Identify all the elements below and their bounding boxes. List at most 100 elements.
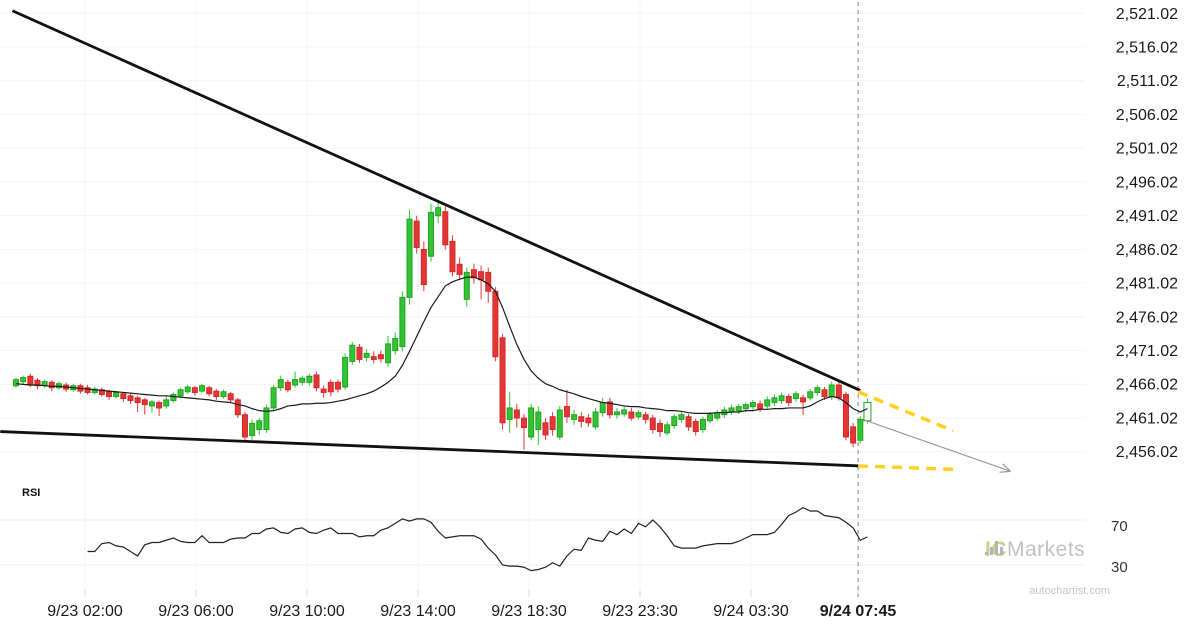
candle-body <box>256 420 263 431</box>
candle-body <box>234 399 241 416</box>
candle-body <box>184 386 191 393</box>
candle-body <box>420 248 427 286</box>
candle-body <box>442 211 449 246</box>
candle-body <box>284 381 291 391</box>
candle-body <box>349 344 356 362</box>
candle-body <box>392 337 399 352</box>
candle-body <box>649 417 656 431</box>
candle-body <box>535 411 542 431</box>
candle-body <box>134 397 141 404</box>
candle-body <box>635 412 642 418</box>
time-axis-label: 9/23 10:00 <box>269 603 345 620</box>
candle-body <box>800 397 807 403</box>
candle-body <box>778 395 785 402</box>
time-axis-label: 9/23 18:30 <box>491 603 567 620</box>
candle-body <box>98 389 105 395</box>
candle-body <box>213 390 220 397</box>
candle-body <box>163 399 170 407</box>
ma-line <box>15 276 868 414</box>
candle-body <box>342 356 349 388</box>
candle-body <box>191 387 198 393</box>
candle-body <box>814 387 821 393</box>
candle-body <box>563 406 570 418</box>
rsi-line <box>87 506 868 572</box>
price-axis-label: 2,466.02 <box>1116 377 1178 394</box>
candle-body <box>606 401 613 416</box>
candle-body <box>485 271 492 292</box>
candle-body <box>249 422 256 437</box>
candle-body <box>614 411 621 416</box>
candle-body <box>585 417 592 424</box>
candle-body <box>785 395 792 404</box>
candle-body <box>599 402 606 414</box>
candle-body <box>220 391 227 397</box>
candle-body <box>20 377 27 383</box>
candle-body <box>463 271 470 300</box>
candle-body <box>735 406 742 412</box>
price-axis-label: 2,501.02 <box>1116 141 1178 158</box>
candle-body <box>764 399 771 407</box>
candle-body <box>513 409 520 419</box>
time-axis-label: 9/23 02:00 <box>47 603 123 620</box>
candle-body <box>771 397 778 404</box>
candle-body <box>427 211 434 257</box>
candle-body <box>106 391 113 397</box>
upper-trendline <box>11 9 861 392</box>
forming-candle <box>863 402 872 422</box>
candle-body <box>156 402 163 409</box>
candle-body <box>406 218 413 298</box>
time-axis-label: 9/23 14:00 <box>380 603 456 620</box>
candle-body <box>241 414 248 438</box>
candle-body <box>91 388 98 393</box>
candle-body <box>792 393 799 400</box>
candle-body <box>48 381 55 389</box>
candles-layer <box>13 200 872 450</box>
candle-body <box>356 346 363 360</box>
price-axis-label: 2,481.02 <box>1116 276 1178 293</box>
candle-body <box>835 384 842 399</box>
lower-trendline <box>0 430 861 468</box>
candle-body <box>850 426 857 444</box>
candle-body <box>263 407 270 431</box>
icmarkets-bars-icon <box>985 541 1003 555</box>
price-axis-label: 2,486.02 <box>1116 242 1178 259</box>
candle-body <box>113 391 120 397</box>
rsi-panel-label: RSI <box>22 487 41 499</box>
candle-body <box>664 424 671 434</box>
candle-body <box>377 354 384 360</box>
time-axis-label: 9/23 23:30 <box>602 603 678 620</box>
candle-body <box>699 418 706 431</box>
price-axis-label: 2,476.02 <box>1116 309 1178 326</box>
price-axis-label: 2,471.02 <box>1116 343 1178 360</box>
candle-body <box>277 379 284 389</box>
candle-body <box>299 377 306 383</box>
price-axis-label: 2,511.02 <box>1117 73 1178 90</box>
candle-body <box>334 381 341 390</box>
candle-body <box>127 395 134 402</box>
candle-body <box>592 411 599 428</box>
candle-body <box>292 379 299 386</box>
candle-body <box>742 404 749 410</box>
candle-body <box>685 416 692 428</box>
candle-body <box>521 417 528 429</box>
icmarkets-markets-text: Markets <box>1007 538 1086 561</box>
candle-body <box>542 422 549 436</box>
candle-body <box>199 385 206 392</box>
candle-body <box>385 343 392 364</box>
price-axis-label: 2,496.02 <box>1116 174 1178 191</box>
candle-body <box>227 393 234 401</box>
time-axis: 9/23 02:00 9/23 06:00 9/23 10:00 9/23 14:00… <box>47 603 896 620</box>
price-axis-label: 2,461.02 <box>1116 410 1178 427</box>
candle-body <box>828 384 835 397</box>
candle-body <box>327 381 334 393</box>
candle-body <box>170 393 177 402</box>
price-axis-label: 2,521.02 <box>1116 6 1178 23</box>
forecast-lower-line <box>858 464 954 472</box>
forecast-upper-line <box>857 390 954 433</box>
time-axis-label: 9/23 06:00 <box>158 603 234 620</box>
candle-body <box>492 290 499 358</box>
rsi-oversold-label: 30 <box>1111 559 1128 576</box>
candle-body <box>549 416 556 431</box>
candle-body <box>749 402 756 408</box>
candle-body <box>399 296 406 348</box>
